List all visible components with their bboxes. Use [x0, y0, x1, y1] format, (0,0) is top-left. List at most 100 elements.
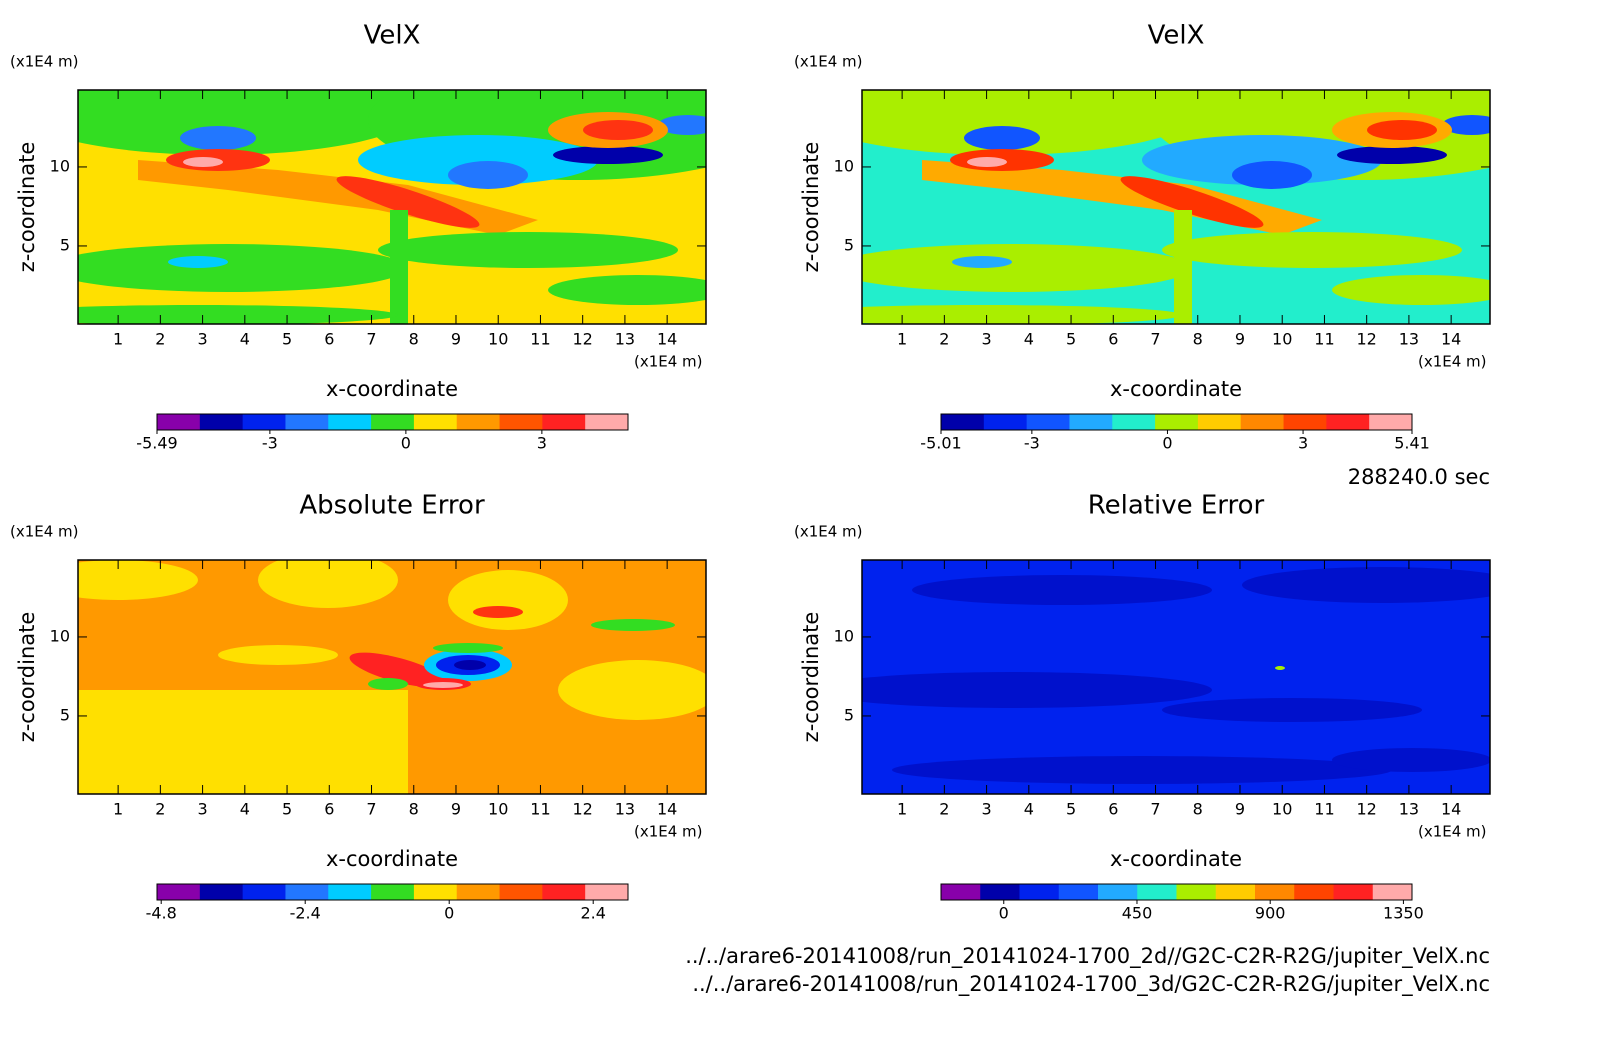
x-tick-label: 8 [409, 800, 419, 819]
x-tick-label: 12 [1357, 800, 1377, 819]
colorbar-segment [542, 884, 586, 900]
colorbar-segment [941, 414, 985, 430]
colorbar-tick-label: -3 [1024, 434, 1040, 453]
colorbar-segment [585, 414, 629, 430]
y-tick-label: 10 [834, 156, 854, 175]
x-tick-label: 9 [451, 330, 461, 349]
x-tick-label: 10 [1272, 330, 1292, 349]
contour-field [862, 90, 1490, 324]
x-tick-label: 4 [1024, 330, 1034, 349]
colorbar-tick-label: -2.4 [290, 904, 321, 923]
colorbar-segment [1058, 884, 1099, 900]
x-tick-label: 4 [1024, 800, 1034, 819]
colorbar-segment [1255, 884, 1295, 900]
x-tick-label: 4 [240, 330, 250, 349]
y-tick-label: 5 [60, 705, 70, 724]
colorbar-segment [1026, 414, 1070, 430]
y-tick-label: 10 [50, 626, 70, 645]
plot-frame [861, 89, 1491, 325]
x-unit: (x1E4 m) [1418, 353, 1487, 371]
colorbar-segment [456, 884, 501, 900]
colorbar-segment [1137, 884, 1177, 900]
colorbar-segment [1240, 414, 1285, 430]
colorbar-segment [1019, 884, 1060, 900]
x-tick-label: 1 [897, 800, 907, 819]
colorbar-segment [980, 884, 1020, 900]
chart-title: VelX [364, 21, 421, 51]
colorbar-tick-label: 0 [401, 434, 411, 453]
x-tick-label: 13 [615, 800, 635, 819]
x-tick-label: 10 [1272, 800, 1292, 819]
x-axis-label: x-coordinate [1110, 377, 1242, 401]
x-tick-label: 11 [1314, 800, 1334, 819]
file-path: ../../arare6-20141008/run_20141024-1700_… [685, 944, 1490, 969]
chart-title: VelX [1148, 21, 1205, 51]
x-tick-label: 7 [1150, 330, 1160, 349]
colorbar-segment [242, 884, 286, 900]
chart-title: Absolute Error [299, 491, 485, 521]
colorbar-segment [1098, 884, 1138, 900]
colorbar-segment [371, 414, 415, 430]
y-unit: (x1E4 m) [10, 53, 79, 71]
colorbar-frame [156, 413, 629, 431]
time-label: 288240.0 sec [1348, 465, 1490, 489]
x-tick-label: 9 [451, 800, 461, 819]
x-tick-label: 9 [1235, 330, 1245, 349]
colorbar-segment [1215, 884, 1256, 900]
colorbar-segment [1294, 884, 1334, 900]
colorbar-segment [1326, 414, 1370, 430]
contour-field [78, 90, 706, 324]
x-tick-label: 6 [324, 800, 334, 819]
plot-frame [861, 559, 1491, 795]
colorbar-segment [499, 884, 543, 900]
y-axis-label: z-coordinate [799, 612, 823, 743]
colorbar-segment [542, 414, 586, 430]
colorbar-segment [157, 414, 201, 430]
x-tick-label: 5 [282, 330, 292, 349]
x-tick-label: 14 [657, 800, 677, 819]
x-tick-label: 2 [939, 330, 949, 349]
x-tick-label: 8 [1193, 800, 1203, 819]
x-tick-label: 10 [488, 800, 508, 819]
x-tick-label: 7 [366, 330, 376, 349]
colorbar-tick-label: 1350 [1383, 904, 1424, 923]
x-unit: (x1E4 m) [634, 353, 703, 371]
colorbar-tick-label: 450 [1122, 904, 1153, 923]
y-axis-label: z-coordinate [799, 142, 823, 273]
x-tick-label: 12 [573, 330, 593, 349]
x-tick-label: 13 [1399, 800, 1419, 819]
x-unit: (x1E4 m) [1418, 823, 1487, 841]
y-axis-label: z-coordinate [15, 612, 39, 743]
file-path: ../../arare6-20141008/run_20141024-1700_… [692, 972, 1490, 997]
colorbar-tick-label: 0 [444, 904, 454, 923]
x-tick-label: 2 [155, 330, 165, 349]
colorbar-segment [941, 884, 981, 900]
y-tick-label: 10 [50, 156, 70, 175]
x-tick-label: 13 [615, 330, 635, 349]
x-tick-label: 14 [657, 330, 677, 349]
x-tick-label: 6 [1108, 800, 1118, 819]
contour-field [78, 560, 706, 794]
x-axis-label: x-coordinate [326, 377, 458, 401]
colorbar-tick-label: 3 [537, 434, 547, 453]
y-unit: (x1E4 m) [10, 523, 79, 541]
colorbar-segment [983, 414, 1028, 430]
colorbar-segment [413, 884, 458, 900]
x-tick-label: 2 [155, 800, 165, 819]
colorbar-segment [1155, 414, 1199, 430]
colorbar-segment [285, 414, 329, 430]
colorbar-segment [242, 414, 286, 430]
x-tick-label: 10 [488, 330, 508, 349]
plot-frame [77, 89, 707, 325]
colorbar-frame [940, 883, 1413, 901]
colorbar-segment [499, 414, 543, 430]
x-tick-label: 5 [282, 800, 292, 819]
x-tick-label: 12 [573, 800, 593, 819]
colorbar-tick-label: -5.01 [920, 434, 961, 453]
x-tick-label: 11 [1314, 330, 1334, 349]
colorbar-segment [1176, 884, 1217, 900]
x-tick-label: 12 [1357, 330, 1377, 349]
colorbar-frame [156, 883, 629, 901]
